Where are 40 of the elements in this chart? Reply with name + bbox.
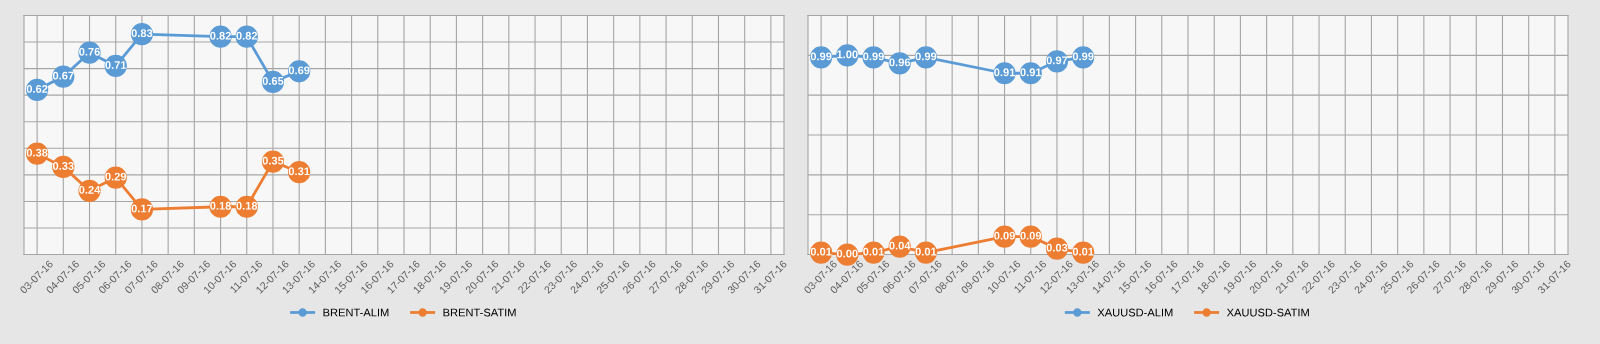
data-label: 0.31 xyxy=(288,167,310,176)
legend-label: XAUUSD-SATIM xyxy=(1226,308,1309,317)
data-label: 0.01 xyxy=(863,247,885,256)
data-label: 0.01 xyxy=(1072,247,1094,256)
data-label: 0.99 xyxy=(1072,52,1094,61)
data-label: 0.99 xyxy=(810,52,832,61)
data-label: 0.65 xyxy=(262,77,284,85)
data-label: 0.91 xyxy=(1020,68,1042,77)
data-label: 0.09 xyxy=(994,231,1015,240)
data-label: 0.33 xyxy=(52,162,74,170)
data-label: 0.82 xyxy=(210,31,231,40)
data-label: 0.09 xyxy=(1020,231,1042,240)
data-label: 0.01 xyxy=(915,247,937,256)
data-label: 0.71 xyxy=(105,61,127,69)
legend-label: XAUUSD-ALIM xyxy=(1097,308,1173,317)
data-label: 0.24 xyxy=(79,185,101,194)
legend-label: BRENT-SATIM xyxy=(443,308,516,317)
data-label: 0.01 xyxy=(810,247,832,256)
data-label: 0.99 xyxy=(915,52,937,61)
data-label: 0.38 xyxy=(26,148,48,157)
data-label: 0.29 xyxy=(105,172,127,181)
data-label: 0.17 xyxy=(131,204,153,213)
legend-label: BRENT-ALIM xyxy=(323,308,389,317)
data-label: 0.69 xyxy=(288,66,310,75)
data-label: 1.00 xyxy=(837,50,858,59)
data-label: 0.18 xyxy=(236,201,258,210)
data-label: 0.67 xyxy=(52,71,74,80)
data-label: 0.18 xyxy=(210,201,232,210)
data-label: 0.00 xyxy=(836,249,858,258)
data-label: 0.03 xyxy=(1046,243,1068,252)
data-label: 0.97 xyxy=(1046,56,1068,65)
data-label: 0.96 xyxy=(889,58,911,67)
data-label: 0.04 xyxy=(889,241,911,250)
data-label: 0.62 xyxy=(26,84,48,93)
data-label: 0.82 xyxy=(236,31,258,40)
data-label: 0.99 xyxy=(863,52,884,61)
data-label: 0.91 xyxy=(994,68,1016,77)
data-label: 0.83 xyxy=(131,29,153,38)
data-label: 0.76 xyxy=(79,47,100,56)
data-label: 0.35 xyxy=(262,156,284,165)
